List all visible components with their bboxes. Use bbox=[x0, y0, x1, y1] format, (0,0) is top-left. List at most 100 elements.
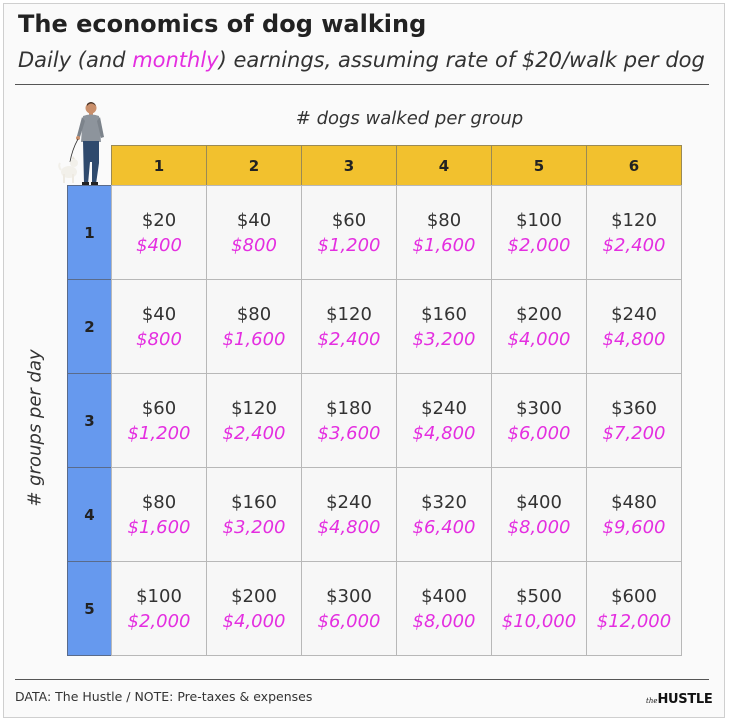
daily-earnings: $300 bbox=[326, 585, 372, 607]
monthly-earnings: $8,000 bbox=[412, 610, 476, 632]
subtitle-text-1: Daily (and bbox=[18, 48, 133, 72]
column-axis-label: # dogs walked per group bbox=[295, 108, 524, 129]
monthly-earnings: $6,400 bbox=[412, 516, 476, 538]
monthly-earnings: $2,400 bbox=[317, 328, 381, 350]
daily-earnings: $160 bbox=[231, 491, 277, 513]
table-cell: $120 $2,400 bbox=[586, 185, 682, 280]
hustle-logo: theHUSTLE bbox=[646, 688, 713, 707]
monthly-earnings: $1,600 bbox=[222, 328, 286, 350]
daily-earnings: $80 bbox=[141, 491, 177, 513]
table-cell: $160 $3,200 bbox=[396, 279, 492, 374]
daily-earnings: $180 bbox=[326, 397, 372, 419]
table-cell: $160 $3,200 bbox=[206, 467, 302, 562]
daily-earnings: $240 bbox=[326, 491, 372, 513]
daily-earnings: $300 bbox=[516, 397, 562, 419]
row-header: 4 bbox=[67, 467, 112, 562]
table-cell: $20 $400 bbox=[111, 185, 207, 280]
monthly-earnings: $1,600 bbox=[127, 516, 191, 538]
monthly-earnings: $9,600 bbox=[602, 516, 666, 538]
table-cell: $360 $7,200 bbox=[586, 373, 682, 468]
daily-earnings: $160 bbox=[421, 303, 467, 325]
monthly-earnings: $6,000 bbox=[317, 610, 381, 632]
logo-big-text: HUSTLE bbox=[657, 692, 713, 707]
table-cell: $480 $9,600 bbox=[586, 467, 682, 562]
table-cell: $60 $1,200 bbox=[111, 373, 207, 468]
daily-earnings: $60 bbox=[331, 209, 367, 231]
row-axis-label: # groups per day bbox=[24, 349, 46, 507]
monthly-earnings: $3,200 bbox=[412, 328, 476, 350]
monthly-earnings: $6,000 bbox=[507, 422, 571, 444]
daily-earnings: $600 bbox=[611, 585, 657, 607]
daily-earnings: $60 bbox=[141, 397, 177, 419]
table-corner bbox=[67, 145, 111, 185]
column-header: 2 bbox=[206, 145, 302, 186]
daily-earnings: $120 bbox=[231, 397, 277, 419]
table-cell: $120 $2,400 bbox=[206, 373, 302, 468]
daily-earnings: $20 bbox=[141, 209, 177, 231]
table-cell: $600 $12,000 bbox=[586, 561, 682, 656]
daily-earnings: $200 bbox=[516, 303, 562, 325]
daily-earnings: $120 bbox=[611, 209, 657, 231]
table-cell: $400 $8,000 bbox=[396, 561, 492, 656]
table-cell: $80 $1,600 bbox=[396, 185, 492, 280]
row-header: 5 bbox=[67, 561, 112, 656]
table-cell: $80 $1,600 bbox=[111, 467, 207, 562]
page-title: The economics of dog walking bbox=[18, 10, 427, 38]
daily-earnings: $40 bbox=[236, 209, 272, 231]
table-cell: $300 $6,000 bbox=[491, 373, 587, 468]
table-cell: $200 $4,000 bbox=[491, 279, 587, 374]
table-cell: $120 $2,400 bbox=[301, 279, 397, 374]
monthly-earnings: $800 bbox=[231, 234, 277, 256]
page-subtitle: Daily (and monthly) earnings, assuming r… bbox=[18, 48, 705, 72]
daily-earnings: $100 bbox=[516, 209, 562, 231]
daily-earnings: $480 bbox=[611, 491, 657, 513]
daily-earnings: $500 bbox=[516, 585, 562, 607]
column-header: 4 bbox=[396, 145, 492, 186]
table-cell: $240 $4,800 bbox=[301, 467, 397, 562]
row-header: 3 bbox=[67, 373, 112, 468]
daily-earnings: $240 bbox=[611, 303, 657, 325]
daily-earnings: $40 bbox=[141, 303, 177, 325]
daily-earnings: $240 bbox=[421, 397, 467, 419]
monthly-earnings: $2,400 bbox=[222, 422, 286, 444]
table-cell: $320 $6,400 bbox=[396, 467, 492, 562]
column-header: 3 bbox=[301, 145, 397, 186]
table-cell: $40 $800 bbox=[206, 185, 302, 280]
table-cell: $200 $4,000 bbox=[206, 561, 302, 656]
table-cell: $100 $2,000 bbox=[491, 185, 587, 280]
monthly-earnings: $7,200 bbox=[602, 422, 666, 444]
earnings-table: 1 2 3 4 5 6 1 $20 $400 $40 $800 $60 $1,200 $80 $1,600 $… bbox=[67, 145, 682, 656]
table-cell: $240 $4,800 bbox=[396, 373, 492, 468]
table-cell: $300 $6,000 bbox=[301, 561, 397, 656]
daily-earnings: $360 bbox=[611, 397, 657, 419]
daily-earnings: $80 bbox=[426, 209, 462, 231]
column-header: 5 bbox=[491, 145, 587, 186]
bottom-divider bbox=[15, 679, 709, 680]
daily-earnings: $400 bbox=[421, 585, 467, 607]
monthly-earnings: $10,000 bbox=[501, 610, 577, 632]
monthly-earnings: $3,200 bbox=[222, 516, 286, 538]
daily-earnings: $400 bbox=[516, 491, 562, 513]
table-cell: $100 $2,000 bbox=[111, 561, 207, 656]
column-header: 6 bbox=[586, 145, 682, 186]
row-header: 2 bbox=[67, 279, 112, 374]
monthly-earnings: $4,000 bbox=[507, 328, 571, 350]
column-header: 1 bbox=[111, 145, 207, 186]
table-cell: $60 $1,200 bbox=[301, 185, 397, 280]
daily-earnings: $80 bbox=[236, 303, 272, 325]
table-cell: $40 $800 bbox=[111, 279, 207, 374]
monthly-earnings: $2,400 bbox=[602, 234, 666, 256]
row-header: 1 bbox=[67, 185, 112, 280]
daily-earnings: $120 bbox=[326, 303, 372, 325]
daily-earnings: $320 bbox=[421, 491, 467, 513]
monthly-earnings: $1,600 bbox=[412, 234, 476, 256]
monthly-earnings: $2,000 bbox=[127, 610, 191, 632]
monthly-earnings: $1,200 bbox=[127, 422, 191, 444]
monthly-earnings: $4,800 bbox=[412, 422, 476, 444]
monthly-earnings: $800 bbox=[136, 328, 182, 350]
table-cell: $240 $4,800 bbox=[586, 279, 682, 374]
monthly-earnings: $4,000 bbox=[222, 610, 286, 632]
table-cell: $400 $8,000 bbox=[491, 467, 587, 562]
table-cell: $180 $3,600 bbox=[301, 373, 397, 468]
daily-earnings: $200 bbox=[231, 585, 277, 607]
